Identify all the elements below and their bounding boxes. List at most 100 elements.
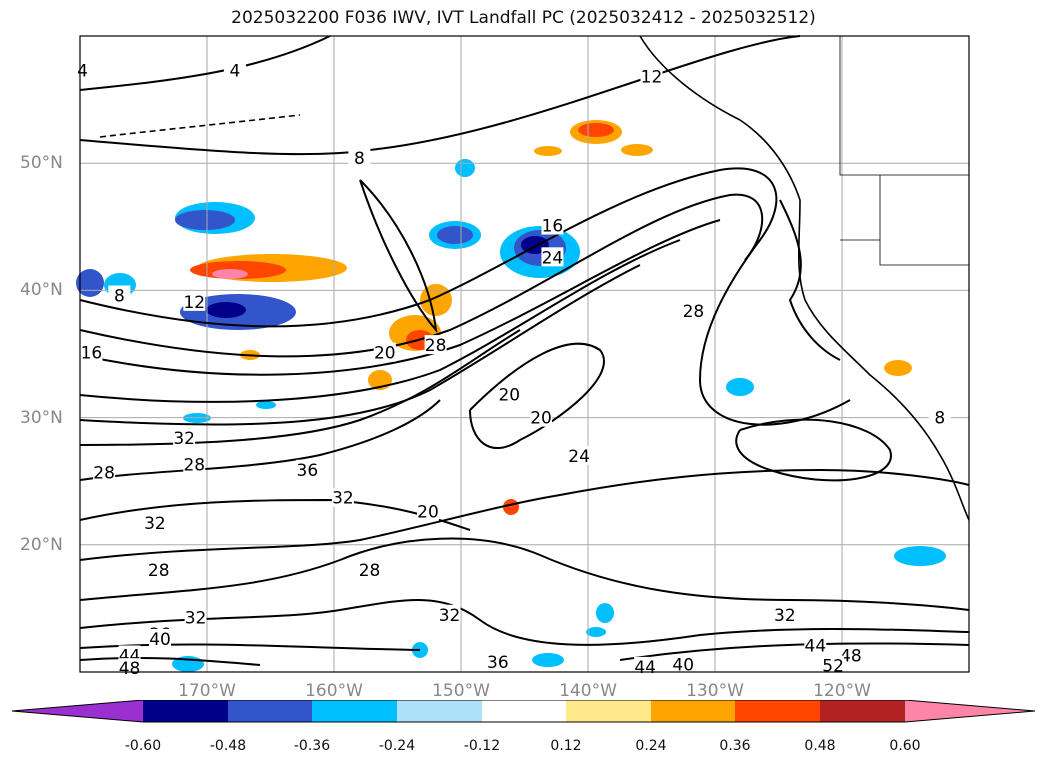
contour-label-bg: [424, 335, 447, 355]
iwv-contour: [79, 399, 441, 481]
iwv-contour: [79, 35, 331, 91]
iwv-contour: [79, 239, 681, 403]
colorbar-tick-label: -0.36: [293, 738, 331, 754]
iwv-contour: [79, 656, 261, 666]
contour-label: 20: [374, 344, 396, 364]
colorbar-segment: [228, 700, 312, 722]
pc-shaded-area: [621, 144, 653, 156]
lat-tick-label: 20°N: [20, 534, 63, 555]
contour-label-bg: [331, 487, 354, 507]
colorbar-segment: [651, 700, 735, 722]
lon-tick-label: 170°W: [178, 681, 236, 701]
colorbar-segment: [397, 700, 482, 722]
pc-shaded-area: [420, 284, 452, 316]
colorbar-tick-label: -0.48: [209, 738, 247, 754]
pc-shaded-area: [532, 653, 564, 667]
pc-shaded-area: [175, 210, 235, 230]
pc-shaded-area: [884, 360, 912, 376]
colorbar-tick-label: 0.12: [550, 738, 582, 754]
iwv-contour: [619, 642, 970, 661]
contour-label: 28: [148, 561, 170, 581]
contour-label: 32: [185, 608, 207, 628]
iwv-contour: [735, 418, 892, 482]
contour-label-bg: [416, 501, 439, 521]
graticule: [80, 36, 969, 672]
contour-label-bg: [184, 607, 207, 627]
political-borders: [839, 36, 969, 266]
pc-shaded-area: [726, 378, 754, 396]
iwv-contour: [79, 167, 851, 426]
contour-label: 36: [297, 461, 319, 481]
pc-shaded-area: [256, 401, 276, 409]
contour-label-bg: [640, 66, 663, 86]
contour-label: 48: [840, 646, 862, 666]
contour-label: 4: [77, 61, 88, 81]
contour-label-bg: [498, 384, 521, 404]
contour-label: 8: [934, 409, 945, 429]
contour-label-bg: [108, 285, 131, 305]
contour-label: 32: [173, 429, 195, 449]
contour-label: 40: [672, 655, 694, 675]
contour-label: 28: [183, 456, 205, 476]
contour-label-bg: [672, 654, 695, 674]
coastline: [639, 35, 970, 521]
contour-label: 12: [183, 293, 205, 313]
iwv-contour: [79, 599, 970, 646]
plot-title: 2025032200 F036 IWV, IVT Landfall PC (20…: [231, 8, 816, 28]
contour-label-bg: [373, 342, 396, 362]
contour-label: 32: [144, 514, 166, 534]
contour-label: 36: [487, 653, 509, 673]
map-frame: [79, 35, 970, 673]
contour-label-bg: [348, 148, 371, 168]
contour-label: 24: [568, 447, 590, 467]
contour-label-bg: [822, 655, 845, 675]
contour-label-bg: [93, 462, 116, 482]
contour-label-bg: [223, 60, 246, 80]
iwv-contour: [79, 264, 641, 426]
iwv-contour: [79, 35, 801, 156]
contour-label-bg: [80, 342, 103, 362]
pc-shaded-area: [437, 226, 473, 244]
contour-label: 32: [439, 606, 461, 626]
colorbar-extend-low: [12, 700, 143, 722]
contour-label-bg: [183, 454, 206, 474]
contour-label-bg: [438, 604, 461, 624]
pc-shaded-area: [455, 159, 475, 177]
colorbar: [11, 700, 1036, 723]
colorbar-tick-label: -0.60: [124, 738, 162, 754]
colorbar-outline: [11, 700, 1036, 723]
iwv-contour: [79, 468, 970, 561]
contour-label: 32: [332, 489, 354, 509]
contour-label: 8: [354, 149, 365, 169]
lon-tick-label: 130°W: [686, 681, 744, 701]
lon-tick-label: 120°W: [813, 681, 871, 701]
contour-label: 16: [81, 344, 103, 364]
contour-label-bg: [804, 635, 827, 655]
contour-label-bg: [173, 427, 196, 447]
colorbar-segment: [143, 700, 228, 722]
contour-label-bg: [773, 604, 796, 624]
contour-label: 12: [641, 68, 663, 88]
contour-label-bg: [358, 560, 381, 580]
pc-shaded-area: [894, 546, 946, 566]
pc-shaded-area: [212, 269, 248, 279]
colorbar-tick-label: 0.48: [804, 738, 836, 754]
colorbar-segment: [735, 700, 820, 722]
colorbar-segment: [566, 700, 651, 722]
colorbar-segment: [482, 700, 566, 722]
lat-tick-label: 30°N: [20, 407, 63, 428]
pc-shaded-area: [586, 627, 606, 637]
contour-label: 8: [114, 286, 125, 306]
colorbar-tick-label: -0.12: [463, 738, 501, 754]
contour-label-bg: [296, 459, 319, 479]
pc-shaded-area: [206, 302, 246, 318]
contour-label: 44: [634, 658, 656, 678]
colorbar-tick-label: 0.24: [635, 738, 667, 754]
pc-shaded-area: [578, 123, 614, 137]
colorbar-tick-label: -0.24: [378, 738, 416, 754]
contour-label-bg: [839, 645, 862, 665]
contour-label-bg: [71, 60, 94, 80]
colorbar-segment: [820, 700, 905, 722]
